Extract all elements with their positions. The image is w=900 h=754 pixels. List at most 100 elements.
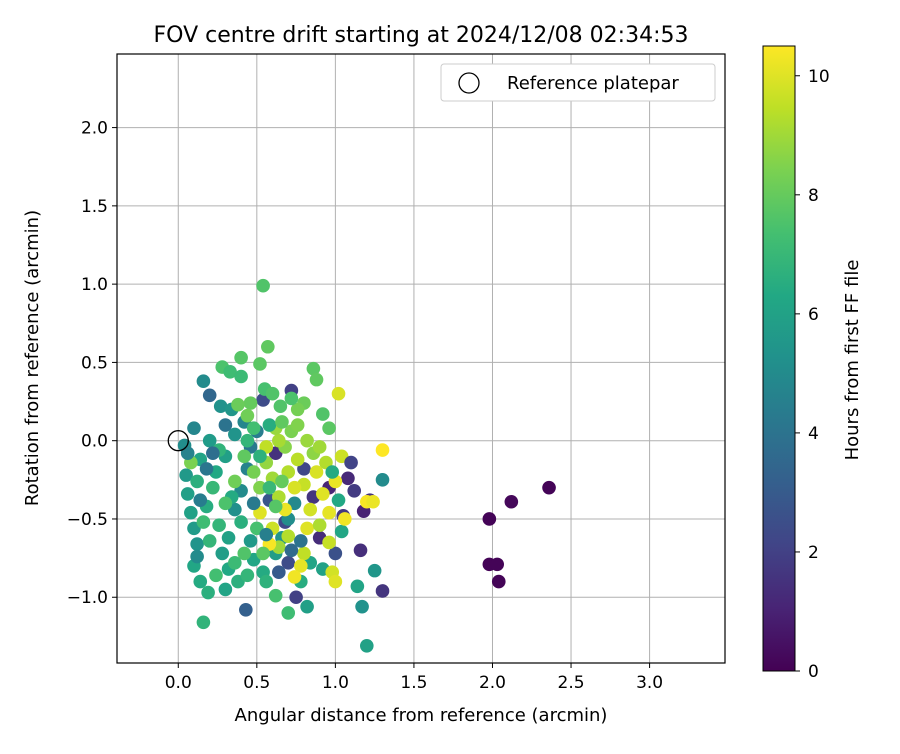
colorbar-tick-label: 6: [808, 305, 819, 325]
scatter-point: [300, 433, 314, 448]
y-axis-label: Rotation from reference (arcmin): [22, 210, 43, 506]
scatter-point: [202, 433, 217, 448]
scatter-point: [268, 499, 283, 514]
scatter-point: [322, 505, 336, 520]
scatter-point: [190, 537, 204, 551]
scatter-point: [187, 421, 201, 435]
scatter-point: [290, 452, 305, 467]
scatter-point: [196, 615, 211, 630]
scatter-point: [202, 534, 217, 548]
scatter-point: [268, 588, 283, 603]
scatter-point: [228, 474, 242, 489]
scatter-point: [202, 388, 217, 403]
x-tick-label: 1.0: [322, 673, 349, 693]
x-tick-label: 1.5: [400, 673, 427, 693]
scatter-point: [261, 339, 275, 354]
scatter-point: [256, 546, 270, 561]
scatter-point: [215, 546, 230, 561]
scatter-point: [294, 559, 308, 573]
scatter-point: [253, 449, 267, 464]
legend-box: [440, 63, 716, 102]
scatter-point: [275, 474, 289, 489]
scatter-point: [306, 361, 321, 376]
scatter-point: [347, 483, 362, 498]
scatter-point: [212, 518, 226, 533]
scatter-point: [328, 546, 343, 561]
colorbar-tick-label: 10: [808, 67, 830, 87]
colorbar-tick-label: 4: [808, 424, 819, 444]
scatter-point: [240, 433, 255, 448]
y-tick-label: −1.0: [67, 588, 108, 608]
scatter-point: [334, 524, 349, 539]
scatter-point: [180, 487, 195, 501]
scatter-point: [246, 465, 261, 479]
y-tick-label: 1.0: [81, 275, 108, 295]
scatter-point: [199, 462, 214, 476]
scatter-point: [256, 278, 270, 293]
scatter-point: [287, 480, 302, 495]
scatter-point: [237, 546, 252, 561]
y-tick-label: 0.0: [81, 432, 108, 452]
scatter-point: [206, 480, 220, 495]
scatter-point: [287, 570, 302, 584]
y-axis-ticks: −1.0 −0.5 0.0 0.5 1.0 1.5 2.0: [67, 119, 117, 608]
scatter-point: [234, 350, 248, 365]
scatter-point: [237, 449, 252, 464]
scatter-point: [193, 574, 208, 589]
y-tick-label: 2.0: [81, 119, 108, 139]
scatter-point: [272, 565, 286, 579]
scatter-point: [331, 493, 346, 507]
scatter-point: [338, 512, 352, 526]
y-tick-label: 0.5: [81, 353, 108, 373]
scatter-point: [259, 527, 274, 542]
scatter-point: [482, 512, 497, 526]
scatter-point: [300, 521, 314, 536]
scatter-point: [272, 433, 286, 448]
scatter-point: [331, 386, 346, 401]
scatter-point: [262, 480, 277, 495]
grid: [117, 54, 725, 663]
scatter-point: [312, 518, 327, 533]
scatter-point: [312, 440, 327, 454]
scatter-point: [281, 556, 296, 570]
legend: Reference platepar: [440, 63, 716, 102]
reference-platepar-marker: [167, 430, 189, 452]
scatter-point: [180, 446, 195, 461]
scatter-point: [196, 374, 211, 389]
y-tick-label: −0.5: [67, 510, 108, 530]
plot-frame: [116, 53, 726, 664]
legend-label: Reference platepar: [507, 73, 679, 94]
x-axis-label: Angular distance from reference (arcmin): [235, 705, 608, 726]
scatter-point: [316, 487, 330, 501]
x-tick-label: 2.0: [479, 673, 506, 693]
reference-marker-group: [167, 430, 189, 452]
x-axis-ticks: 0.0 0.5 1.0 1.5 2.0 2.5 3.0: [165, 663, 663, 693]
scatter-point: [179, 468, 193, 482]
scatter-point: [228, 427, 242, 442]
scatter-point: [190, 549, 204, 564]
scatter-point: [206, 446, 220, 461]
scatter-point: [234, 369, 248, 384]
scatter-point: [240, 568, 255, 583]
colorbar-ticks: 0 2 4 6 8 10: [795, 67, 830, 682]
scatter-point: [542, 480, 556, 495]
x-tick-label: 0.0: [165, 673, 192, 693]
colorbar-tick-label: 0: [808, 662, 819, 682]
scatter-point: [375, 473, 390, 487]
colorbar: [762, 45, 796, 672]
scatter-point: [294, 534, 308, 548]
scatter-point: [218, 496, 233, 511]
scatter-point: [223, 365, 237, 379]
scatter-point: [246, 496, 261, 511]
scatter-point: [193, 493, 208, 507]
scatter-point: [259, 574, 274, 589]
scatter-point: [265, 386, 280, 401]
scatter-point: [243, 396, 258, 410]
scatter-point: [184, 505, 198, 520]
scatter-point: [239, 602, 253, 617]
scatter-point: [303, 502, 318, 517]
scatter-point: [253, 357, 267, 371]
scatter-point: [350, 579, 365, 594]
scatter-point: [375, 584, 390, 598]
